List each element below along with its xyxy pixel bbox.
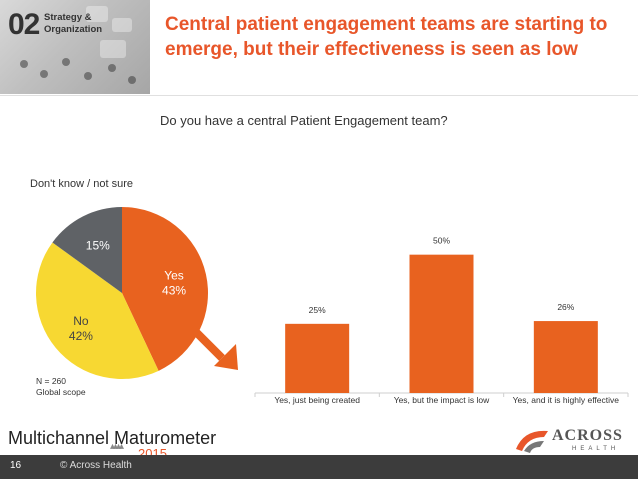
pie-slice (52, 207, 122, 293)
maturometer-logo: Multichannel Maturometer (8, 428, 217, 448)
person-icon (84, 72, 92, 80)
puzzle-piece (86, 6, 108, 22)
bar (409, 254, 474, 393)
bar-category-label: Yes, but the impact is low (394, 395, 490, 405)
sample-size: N = 260 (36, 376, 67, 386)
person-icon (20, 60, 28, 68)
people-silhouettes-icon: ▴▴▴▴ (110, 441, 124, 452)
header: 02 Strategy & Organization Central patie… (0, 0, 638, 96)
person-icon (62, 58, 70, 66)
person-icon (108, 64, 116, 72)
pie-slice-value: 42% (69, 329, 93, 343)
puzzle-piece (100, 40, 126, 58)
pie-chart-title: Don't know / not sure (30, 178, 133, 190)
survey-question: Do you have a central Patient Engagement… (160, 113, 448, 128)
footer-bar (0, 455, 638, 479)
person-icon (40, 70, 48, 78)
sample-note: N = 260 Global scope (36, 376, 86, 398)
pie-slice-label: No (73, 314, 89, 328)
person-icon (128, 76, 136, 84)
section-label-line1: Strategy & (44, 12, 92, 23)
across-health-icon (516, 430, 548, 453)
header-divider (0, 95, 638, 96)
brand-sub: HEALTH (572, 446, 620, 452)
puzzle-piece (112, 18, 132, 32)
page-title: Central patient engagement teams are sta… (165, 14, 608, 60)
bar-value-label: 26% (557, 302, 574, 312)
section-label: Strategy & Organization (44, 12, 102, 36)
bar (285, 323, 350, 393)
bar-category-label: Yes, just being created (274, 395, 360, 405)
bar (533, 321, 598, 393)
arrow-head (214, 344, 238, 370)
pie-slice (35, 242, 159, 379)
brand-logo: ACROSS HEALTH (512, 425, 632, 455)
section-banner-image (0, 0, 150, 94)
pie-slice-label: Yes (164, 268, 184, 282)
page-number: 16 (10, 460, 22, 471)
pie-slice (122, 207, 208, 371)
callout-arrow (189, 325, 238, 370)
pie-slice-value: 15% (86, 238, 110, 252)
arrow-shaft (189, 325, 225, 361)
brand-name: ACROSS (552, 427, 623, 444)
bar-value-label: 25% (309, 305, 326, 315)
section-number: 02 (8, 8, 40, 41)
bar-value-label: 50% (433, 236, 450, 246)
bar-chart: 25% Yes, just being created 50% Yes, but th… (254, 236, 629, 405)
bar-category-label: Yes, and it is highly effective (513, 395, 620, 405)
sample-scope: Global scope (36, 387, 86, 397)
copyright: © Across Health (60, 460, 132, 471)
section-label-line2: Organization (44, 24, 103, 35)
pie-slice-value: 43% (162, 283, 186, 297)
